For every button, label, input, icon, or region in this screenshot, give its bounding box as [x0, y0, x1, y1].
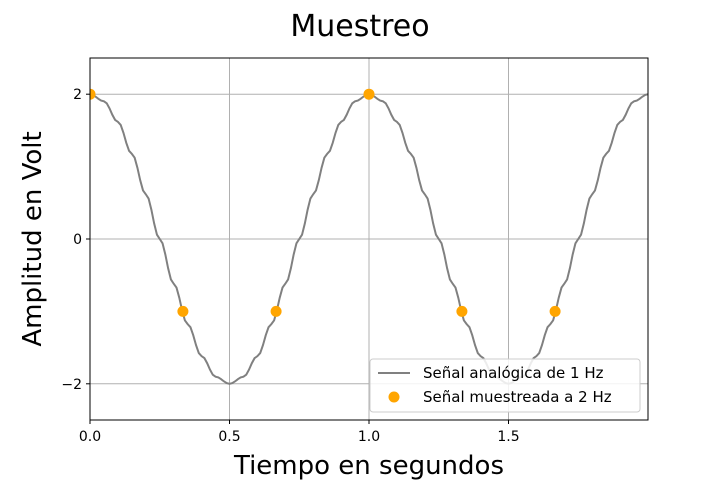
- legend-label-analog: Señal analógica de 1 Hz: [423, 364, 604, 382]
- sample-point: [456, 305, 468, 317]
- sample-point: [177, 305, 189, 317]
- y-tick-label: 0: [73, 232, 82, 248]
- legend-box: [369, 358, 641, 413]
- legend-label-sampled: Señal muestreada a 2 Hz: [423, 388, 612, 406]
- plot-area: [90, 88, 648, 385]
- y-tick-label: 2: [73, 87, 82, 103]
- chart-title: Muestreo: [290, 9, 429, 44]
- sample-point: [270, 305, 282, 317]
- y-axis-label: Amplitud en Volt: [18, 131, 48, 346]
- x-tick-label: 0.0: [79, 429, 101, 445]
- axis-ticks: 0.0 0.5 1.0 1.5 2 0 −2: [61, 87, 519, 445]
- x-axis-label: Tiempo en segundos: [233, 451, 504, 480]
- y-tick-label: −2: [61, 377, 82, 393]
- legend-marker-swatch: [388, 391, 400, 403]
- legend: Señal analógica de 1 Hz Señal muestreada…: [369, 358, 641, 413]
- x-tick-label: 0.5: [218, 429, 240, 445]
- sample-point: [90, 88, 96, 100]
- x-tick-label: 1.5: [497, 429, 519, 445]
- sample-point: [363, 88, 375, 100]
- x-tick-label: 1.0: [358, 429, 380, 445]
- sample-point: [549, 305, 561, 317]
